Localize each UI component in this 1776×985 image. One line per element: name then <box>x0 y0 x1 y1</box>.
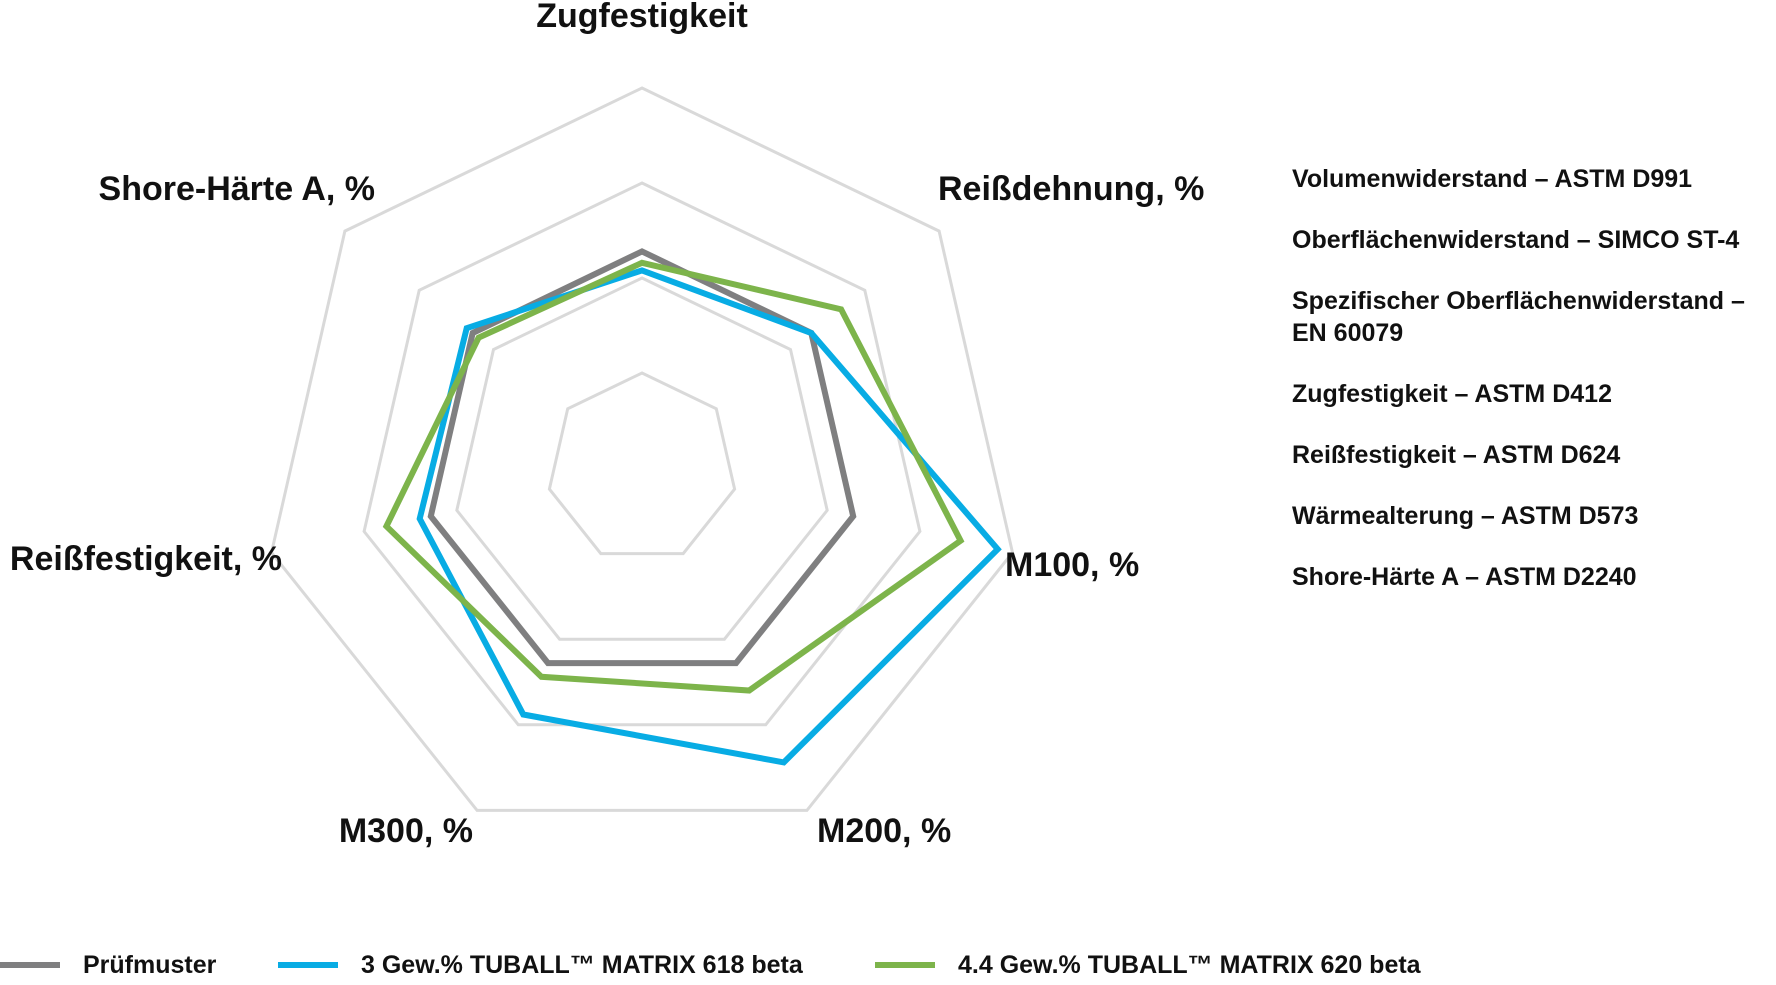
series-line-2 <box>382 259 965 694</box>
axis-label-reissdehnung: Reißdehnung, % <box>938 170 1204 208</box>
note-spezifischer-oberflaechenwiderstand: Spezifischer Oberflächenwiderstand – EN … <box>1292 287 1745 347</box>
legend-item-pruefmuster: Prüfmuster <box>0 945 216 985</box>
legend-swatch-tuball-620 <box>875 962 935 968</box>
note-zugfestigkeit: Zugfestigkeit – ASTM D412 <box>1292 380 1612 408</box>
legend-item-tuball-620: 4.4 Gew.% TUBALL™ MATRIX 620 beta <box>875 945 1421 985</box>
axis-label-m100: M100, % <box>1005 546 1139 584</box>
test-standards-list: Volumenwiderstand – ASTM D991 Oberfläche… <box>1292 163 1762 622</box>
legend-swatch-tuball-618 <box>278 962 338 968</box>
legend-label-pruefmuster: Prüfmuster <box>83 950 217 979</box>
grid-ring-4 <box>269 86 1015 812</box>
series-line-1 <box>416 267 1002 766</box>
axis-label-m200: M200, % <box>817 812 951 850</box>
note-waermealterung: Wärmealterung – ASTM D573 <box>1292 502 1639 530</box>
series-line-0 <box>427 248 857 667</box>
axis-label-reissfestigkeit: Reißfestigkeit, % <box>10 540 282 578</box>
grid-ring-2 <box>455 276 829 641</box>
note-reissfestigkeit: Reißfestigkeit – ASTM D624 <box>1292 441 1621 469</box>
chart-legend: Prüfmuster 3 Gew.% TUBALL™ MATRIX 618 be… <box>0 945 1776 985</box>
grid-ring-1 <box>547 371 737 556</box>
legend-swatch-pruefmuster <box>0 962 60 968</box>
legend-item-tuball-618: 3 Gew.% TUBALL™ MATRIX 618 beta <box>278 945 803 985</box>
grid-ring-3 <box>362 181 922 727</box>
note-volumenwiderstand: Volumenwiderstand – ASTM D991 <box>1292 165 1693 193</box>
radar-series <box>382 248 1002 766</box>
legend-label-tuball-620: 4.4 Gew.% TUBALL™ MATRIX 620 beta <box>958 950 1421 979</box>
legend-label-tuball-618: 3 Gew.% TUBALL™ MATRIX 618 beta <box>361 950 803 979</box>
radar-grid <box>269 86 1015 812</box>
axis-label-shore-haerte: Shore-Härte A, % <box>99 170 375 208</box>
note-oberflaechenwiderstand: Oberflächenwiderstand – SIMCO ST-4 <box>1292 226 1740 254</box>
note-shore-haerte: Shore-Härte A – ASTM D2240 <box>1292 563 1637 591</box>
axis-label-m300: M300, % <box>339 812 473 850</box>
axis-label-zugfestigkeit: Zugfestigkeit <box>536 0 748 35</box>
axis-labels: Zugfestigkeit Reißdehnung, % M100, % M20… <box>10 0 1204 850</box>
